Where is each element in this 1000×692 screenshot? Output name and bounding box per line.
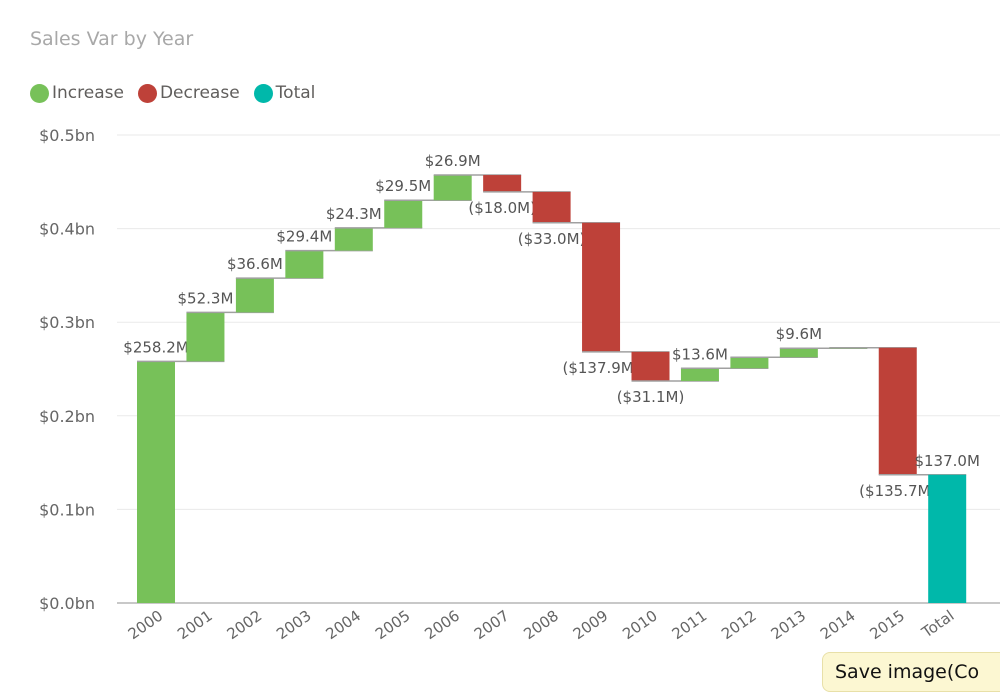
x-tick-label: 2012 (718, 607, 760, 644)
x-tick-label: 2004 (322, 607, 364, 644)
data-label: $258.2M (123, 338, 188, 356)
data-label: $24.3M (326, 205, 382, 223)
bar-2000 (137, 361, 175, 603)
bar-2005 (384, 200, 423, 228)
x-tick-label: 2007 (471, 607, 513, 644)
x-tick-label: 2000 (125, 607, 167, 644)
data-label: ($33.0M) (518, 230, 586, 248)
legend-label: Increase (52, 83, 124, 103)
bar-2010 (631, 351, 670, 381)
legend: Increase Decrease Total (30, 83, 315, 103)
legend-dot-decrease (137, 83, 157, 103)
legend-item-decrease[interactable]: Decrease (137, 83, 240, 103)
data-label: $9.6M (776, 325, 822, 343)
legend-label: Decrease (159, 83, 240, 103)
bar-2007 (483, 175, 522, 192)
legend-label: Total (275, 83, 316, 103)
x-tick-label: 2006 (421, 607, 463, 644)
y-tick-label: $0.5bn (39, 126, 95, 145)
bar-2008 (532, 191, 571, 223)
data-label: $36.6M (227, 255, 283, 273)
data-label: $29.4M (276, 228, 332, 246)
legend-item-total[interactable]: Total (253, 83, 316, 103)
x-tick-label: 2002 (224, 607, 266, 644)
bar-2003 (285, 250, 324, 279)
x-tick-label: 2009 (570, 607, 612, 644)
x-tick-label: 2003 (273, 607, 315, 644)
x-tick-label: 2015 (866, 607, 908, 644)
data-label: $29.5M (375, 177, 431, 195)
bar-2011 (680, 368, 719, 381)
data-label: $26.9M (425, 152, 481, 170)
data-label: $137.0M (914, 452, 979, 470)
y-tick-label: $0.0bn (39, 594, 95, 613)
legend-item-increase[interactable]: Increase (30, 83, 124, 103)
y-tick-label: $0.1bn (39, 500, 95, 519)
data-label: ($135.7M) (859, 482, 936, 500)
chart-title: Sales Var by Year (30, 28, 194, 50)
bar-Total (928, 474, 967, 603)
y-tick-label: $0.3bn (39, 313, 95, 332)
bar-2004 (334, 227, 373, 251)
x-tick-label: 2011 (669, 607, 711, 644)
legend-dot-total (253, 83, 273, 103)
bar-2012 (730, 357, 769, 369)
bar-2015 (878, 347, 917, 475)
tooltip: Save image(Co (822, 652, 1000, 692)
bar-2013 (779, 348, 818, 358)
x-tick-label: 2010 (619, 607, 661, 644)
y-tick-label: $0.2bn (39, 407, 95, 426)
bar-2002 (235, 278, 274, 313)
bar-2006 (433, 175, 472, 201)
x-tick-label: 2013 (768, 607, 810, 644)
data-label: $13.6M (672, 345, 728, 363)
bar-2001 (186, 312, 225, 362)
data-label: $52.3M (178, 289, 234, 307)
data-label: ($18.0M) (468, 199, 536, 217)
y-tick-label: $0.4bn (39, 220, 95, 239)
x-tick-label: Total (918, 607, 958, 642)
legend-dot-increase (30, 83, 49, 103)
x-tick-label: 2001 (174, 607, 216, 644)
data-label: ($31.1M) (617, 388, 685, 406)
x-tick-label: 2005 (372, 607, 414, 644)
x-tick-label: 2014 (817, 607, 859, 644)
data-label: ($137.9M) (562, 359, 639, 377)
x-tick-label: 2008 (520, 607, 562, 644)
bar-2009 (582, 222, 621, 352)
